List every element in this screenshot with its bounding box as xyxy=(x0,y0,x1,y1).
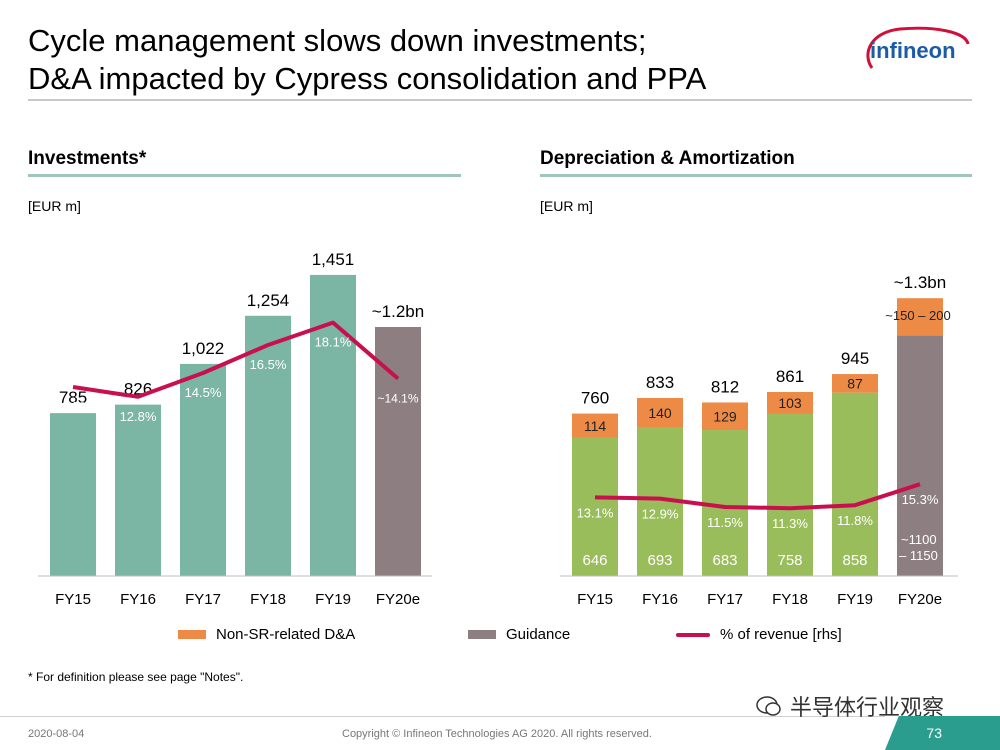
da-pct-label: 15.3% xyxy=(902,492,939,507)
investments-bar xyxy=(375,327,421,576)
da-base-bar xyxy=(897,335,943,576)
da-non-sr-label: 87 xyxy=(847,375,863,391)
da-total-label: 833 xyxy=(646,373,674,392)
investments-chart: 785FY15826FY161,022FY171,254FY181,451FY1… xyxy=(38,250,432,608)
investments-pct-label: 13.5% xyxy=(55,399,92,414)
page-title: Cycle management slows down investments;… xyxy=(28,22,706,98)
da-base-label: 858 xyxy=(842,552,867,569)
investments-bar xyxy=(115,404,161,576)
logo-text: infineon xyxy=(870,38,956,63)
da-unit: [EUR m] xyxy=(540,198,593,214)
da-non-sr-bar xyxy=(637,397,683,428)
investments-pct-label: ~14.1% xyxy=(377,392,418,406)
investments-total-label: 1,254 xyxy=(247,291,290,310)
legend-guidance: Guidance xyxy=(468,626,570,643)
da-pct-label: 11.3% xyxy=(772,516,808,531)
da-base-label: ~1100 xyxy=(901,532,937,547)
investments-pct-label: 14.5% xyxy=(185,385,222,400)
da-non-sr-bar xyxy=(767,392,813,415)
da-total-label: 861 xyxy=(776,367,804,386)
da-non-sr-label: 140 xyxy=(648,405,672,421)
da-base-label: 646 xyxy=(582,552,607,569)
footer-copyright: Copyright © Infineon Technologies AG 202… xyxy=(342,728,652,740)
da-total-label: ~1.3bn xyxy=(894,273,946,292)
wechat-icon xyxy=(756,696,781,716)
da-base-bar xyxy=(767,414,813,576)
investments-x-tick: FY17 xyxy=(185,591,221,608)
watermark-text: 半导体行业观察 xyxy=(790,695,945,720)
da-pct-label: 11.5% xyxy=(707,515,743,530)
footnote: * For definition please see page "Notes"… xyxy=(28,670,244,684)
title-line-2: D&A impacted by Cypress consolidation an… xyxy=(28,61,707,96)
investments-x-tick: FY15 xyxy=(55,591,91,608)
investments-pct-label: 18.1% xyxy=(315,335,352,350)
legend-non-sr-label: Non-SR-related D&A xyxy=(216,626,356,643)
da-non-sr-bar xyxy=(702,402,748,431)
da-heading-rule xyxy=(540,174,972,177)
investments-total-label: 1,451 xyxy=(312,250,355,269)
investments-x-tick: FY16 xyxy=(120,591,156,608)
investments-total-label: 785 xyxy=(59,388,87,407)
da-base-bar xyxy=(572,437,618,576)
da-non-sr-label: ~150 – 200 xyxy=(885,308,950,323)
da-base-bar xyxy=(832,392,878,576)
da-non-sr-label: 103 xyxy=(778,395,802,411)
da-base-label: 758 xyxy=(777,552,802,569)
da-non-sr-bar xyxy=(572,413,618,438)
da-non-sr-label: 114 xyxy=(584,418,607,434)
da-pct-label: 11.8% xyxy=(837,513,873,528)
da-x-tick: FY16 xyxy=(642,591,678,608)
title-divider xyxy=(28,99,972,101)
legend-non-sr: Non-SR-related D&A xyxy=(178,626,355,643)
page-number-box: 73 xyxy=(885,716,1000,750)
investments-x-tick: FY18 xyxy=(250,591,286,608)
footer-divider xyxy=(0,716,885,717)
infineon-logo: infineon xyxy=(866,26,970,69)
da-base-label: – 1150 xyxy=(899,548,938,563)
investments-x-tick: FY19 xyxy=(315,591,351,608)
legend-guidance-label: Guidance xyxy=(506,626,571,643)
investments-total-label: 1,022 xyxy=(182,339,225,358)
investments-pct-label: 12.8% xyxy=(120,409,157,424)
da-chart: 760 114 646 FY15 833 140 693 FY16 812 129 683 FY17 8… xyxy=(560,273,958,608)
investments-bar xyxy=(245,315,291,576)
investments-x-tick: FY20e xyxy=(376,591,420,608)
da-pct-label: 13.1% xyxy=(577,505,614,520)
page-number: 73 xyxy=(926,725,942,741)
da-base-label: 693 xyxy=(647,552,672,569)
da-x-tick: FY19 xyxy=(837,591,873,608)
legend-non-sr-swatch xyxy=(178,630,206,639)
legend-revenue-label: % of revenue [rhs] xyxy=(720,626,842,643)
investments-heading-rule xyxy=(28,174,461,177)
da-heading: Depreciation & Amortization xyxy=(540,148,795,169)
investments-total-label: ~1.2bn xyxy=(372,302,424,321)
da-total-label: 945 xyxy=(841,349,869,368)
da-non-sr-label: 129 xyxy=(713,408,737,424)
da-total-label: 812 xyxy=(711,377,739,396)
da-non-sr-bar xyxy=(897,298,943,336)
da-x-tick: FY18 xyxy=(772,591,808,608)
da-x-tick: FY15 xyxy=(577,591,613,608)
da-pct-label: 12.9% xyxy=(642,507,679,522)
legend-revenue: % of revenue [rhs] xyxy=(676,626,842,643)
investments-pct-label: 16.5% xyxy=(250,357,287,372)
footer-date: 2020-08-04 xyxy=(28,728,85,740)
title-line-1: Cycle management slows down investments; xyxy=(28,23,647,58)
da-total-label: 760 xyxy=(581,389,609,408)
da-base-label: 683 xyxy=(712,552,737,569)
investments-revenue-line xyxy=(72,320,400,399)
investments-unit: [EUR m] xyxy=(28,198,81,214)
da-revenue-line xyxy=(594,482,921,511)
da-x-tick: FY17 xyxy=(707,591,743,608)
legend-revenue-line xyxy=(676,632,710,637)
investments-heading: Investments* xyxy=(28,148,147,169)
watermark: 半导体行业观察 xyxy=(756,690,944,722)
investments-bar xyxy=(180,363,226,576)
legend-guidance-swatch xyxy=(468,630,496,639)
da-non-sr-bar xyxy=(832,374,878,393)
investments-bar xyxy=(50,413,96,576)
da-x-tick: FY20e xyxy=(898,591,942,608)
